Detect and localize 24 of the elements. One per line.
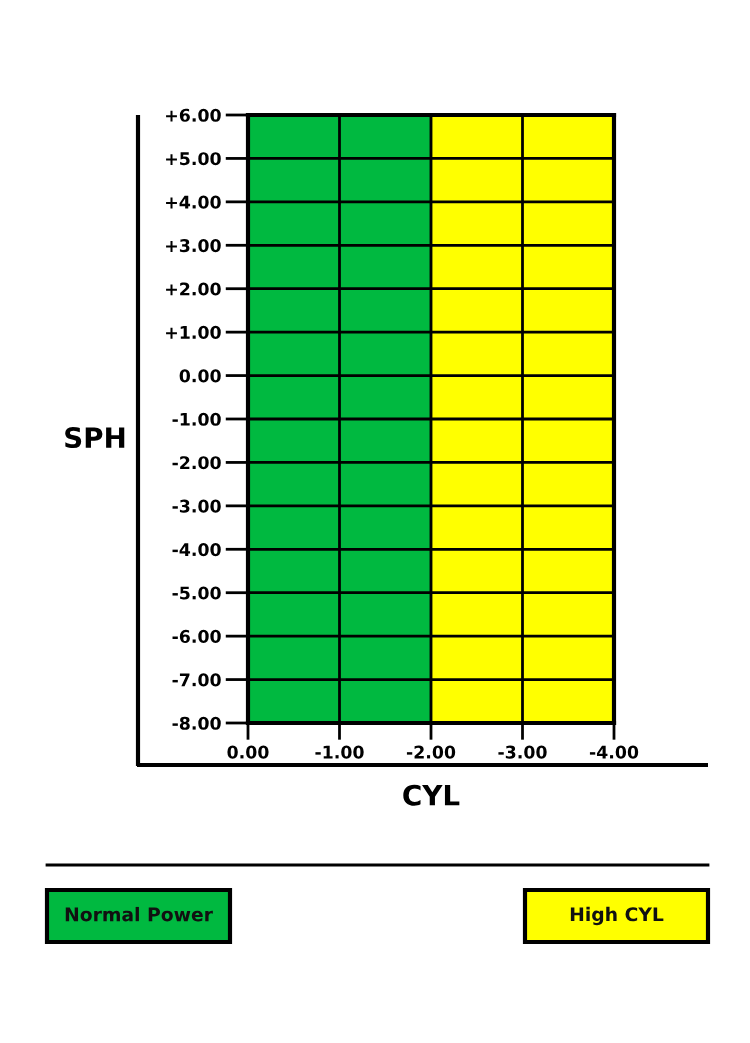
- y-tick-label: +3.00: [166, 239, 221, 253]
- text: Normal Power: [65, 906, 213, 922]
- y-tick-label: -6.00: [172, 629, 221, 643]
- x-tick-label: 0.00: [227, 745, 269, 759]
- y-tick-label: +5.00: [166, 152, 221, 166]
- y-tick-label: +1.00: [166, 325, 221, 339]
- y-tick-label: -5.00: [172, 586, 221, 600]
- x-axis-title: CYL: [403, 784, 460, 806]
- y-tick-label: 0.00: [179, 369, 221, 383]
- y-tick-label: +2.00: [166, 282, 221, 296]
- x-tick-label: -2.00: [406, 745, 456, 759]
- y-tick-label: +6.00: [166, 108, 221, 122]
- text: High CYL: [570, 906, 664, 926]
- y-axis-title: SPH: [65, 427, 125, 449]
- y-tick-label: -1.00: [172, 412, 221, 426]
- y-tick-label: -3.00: [172, 499, 221, 513]
- x-tick-label: -4.00: [589, 745, 639, 759]
- x-tick-label: -1.00: [315, 745, 364, 759]
- y-tick-label: -8.00: [172, 716, 221, 730]
- y-tick-label: -2.00: [172, 456, 221, 470]
- y-tick-label: +4.00: [166, 195, 221, 209]
- y-tick-label: -7.00: [172, 673, 221, 687]
- x-tick-label: -3.00: [498, 745, 547, 759]
- y-tick-label: -4.00: [172, 543, 221, 557]
